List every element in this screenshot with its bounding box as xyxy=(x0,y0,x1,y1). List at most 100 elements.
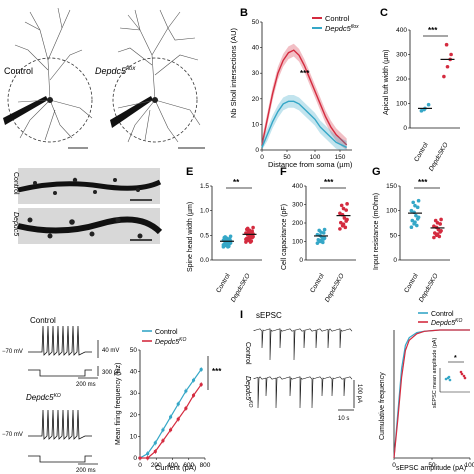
panel-f-letter: F xyxy=(280,166,287,178)
panel-g-ytick-label: 50 xyxy=(390,232,398,239)
panel-g-point xyxy=(413,203,417,208)
panel-e-point xyxy=(244,237,248,242)
panel-b-ytick-label: 30 xyxy=(252,70,260,77)
panel-a-ko-label: Depdc5flox xyxy=(95,66,136,76)
panel-f-point xyxy=(315,241,320,245)
panel-h-point xyxy=(146,452,150,456)
panel-b-sig: *** xyxy=(300,69,310,78)
panel-d-row1: Control xyxy=(12,172,19,195)
panel-g-letter: G xyxy=(372,166,381,178)
panel-a: Control Depdc5flox xyxy=(3,7,205,149)
spike-trace-ko xyxy=(28,409,92,440)
panel-h-point xyxy=(199,367,203,372)
sholl-circle-control xyxy=(7,57,93,143)
soma-ko xyxy=(152,97,158,103)
panel-g-point xyxy=(415,217,420,221)
panel-b-series xyxy=(261,43,348,151)
panel-f-point xyxy=(321,231,326,235)
panel-c-ylabel: Apical tuft width (µm) xyxy=(383,50,390,116)
panel-f-point xyxy=(319,230,323,234)
panel-e-ylabel: Spine head width (µm) xyxy=(187,202,194,272)
panel-g-point xyxy=(438,230,443,234)
panel-h-xtick-label: 800 xyxy=(200,462,211,469)
panel-e-point xyxy=(225,241,229,245)
panel-b-ylabel: Nb Sholl intersections (AU) xyxy=(229,27,238,118)
panel-h-ytick-label: 50 xyxy=(130,347,138,354)
panel-c-point xyxy=(419,109,424,113)
panel-b-axes: 0 10 20 30 40 50 0 50 100 150 xyxy=(252,19,352,161)
sepsc-trace-control xyxy=(253,328,353,361)
panel-f-ytick-label: 200 xyxy=(292,220,303,227)
panel-g-point xyxy=(412,222,416,226)
panel-i-xtick-label: 50 xyxy=(428,462,436,469)
panel-i: I sEPSC Control Depdc5KO 100 pA 10 s Cum… xyxy=(240,309,474,472)
panel-h-vrest-1: −70 mV xyxy=(2,349,23,355)
panel-f-ylabel: Cell capacitance (pF) xyxy=(281,204,288,270)
panel-h-ytick-label: 10 xyxy=(130,433,138,440)
panel-c-point xyxy=(444,42,449,47)
panel-g-point xyxy=(409,208,414,213)
panel-i-axes: 0 50 100 xyxy=(392,330,474,469)
panel-b-xtick-label: 100 xyxy=(310,154,321,161)
panel-h-point xyxy=(168,415,173,419)
panel-c-point xyxy=(449,52,453,57)
panel-h-series xyxy=(138,366,203,461)
panel-h-point xyxy=(184,389,188,393)
panel-g-point xyxy=(432,224,436,229)
panel-e-letter: E xyxy=(186,166,193,178)
soma-control xyxy=(47,97,53,103)
panel-h-trace1-label: Control xyxy=(30,316,56,325)
panel-h-point xyxy=(161,439,165,443)
panel-g-point xyxy=(434,233,439,238)
panel-f-point xyxy=(321,240,325,245)
panel-f-point xyxy=(338,211,342,216)
panel-f-points xyxy=(314,202,351,245)
panel-g-point xyxy=(439,217,443,222)
panel-a-control-label: Control xyxy=(4,66,33,76)
panel-f-point xyxy=(340,223,345,228)
panel-c-ytick-label: 400 xyxy=(396,27,407,34)
panel-i-inset-ylabel: sEPSC mean amplitude (pA) xyxy=(432,338,438,408)
panel-f-point xyxy=(344,219,349,223)
spines-ko xyxy=(27,217,143,239)
panel-h-ytick-label: 20 xyxy=(130,412,138,419)
panel-g-ytick-label: 0 xyxy=(393,257,397,264)
panel-c: C Apical tuft width (µm) 0 100 200 300 400 *… xyxy=(380,7,460,173)
panel-h-point xyxy=(176,417,180,421)
panel-e-points xyxy=(220,225,257,249)
panel-b-xtick-label: 50 xyxy=(283,154,291,161)
panel-e-sig: ** xyxy=(233,178,240,187)
panel-e-point xyxy=(247,234,252,239)
spines-control xyxy=(33,177,140,195)
panel-d: Control Depdc5 xyxy=(12,168,163,244)
panel-i-xtick-label: 100 xyxy=(465,462,474,469)
panel-i-legend: Control Depdc5KO xyxy=(418,311,462,327)
panel-h-sig: *** xyxy=(212,367,222,376)
panel-e-axes: 0.0 0.5 1.0 1.5 xyxy=(200,183,262,264)
step-current-control xyxy=(28,369,92,377)
panel-h-xlabel: Current (pA) xyxy=(155,463,197,472)
panel-g-points xyxy=(408,198,445,240)
spike-trace-control xyxy=(28,325,92,356)
panel-h-point xyxy=(199,382,203,387)
panel-e-ytick-label: 0.5 xyxy=(200,232,209,239)
panel-i-trace2-label: Depdc5KO xyxy=(244,376,253,407)
panel-h-vrest-2: −70 mV xyxy=(2,432,23,438)
panel-f-point xyxy=(318,239,322,244)
legend-h-control: Control xyxy=(155,329,178,336)
panel-f-ytick-label: 100 xyxy=(292,239,303,246)
panel-c-point xyxy=(426,102,431,107)
legend-b-ko: Depdc5flox xyxy=(325,24,359,33)
panel-c-ytick-label: 100 xyxy=(396,101,407,108)
panel-i-xlabel: sEPSC amplitude (pA) xyxy=(396,465,466,472)
panel-i-letter: I xyxy=(240,309,243,321)
panel-c-point xyxy=(445,64,450,69)
panel-h-point xyxy=(184,406,188,410)
panel-g-point xyxy=(415,205,420,210)
panel-h-ibar: 300 pA xyxy=(102,370,121,376)
panel-e-point xyxy=(244,240,248,244)
panel-i-series xyxy=(393,329,470,459)
panel-c-letter: C xyxy=(380,7,388,19)
